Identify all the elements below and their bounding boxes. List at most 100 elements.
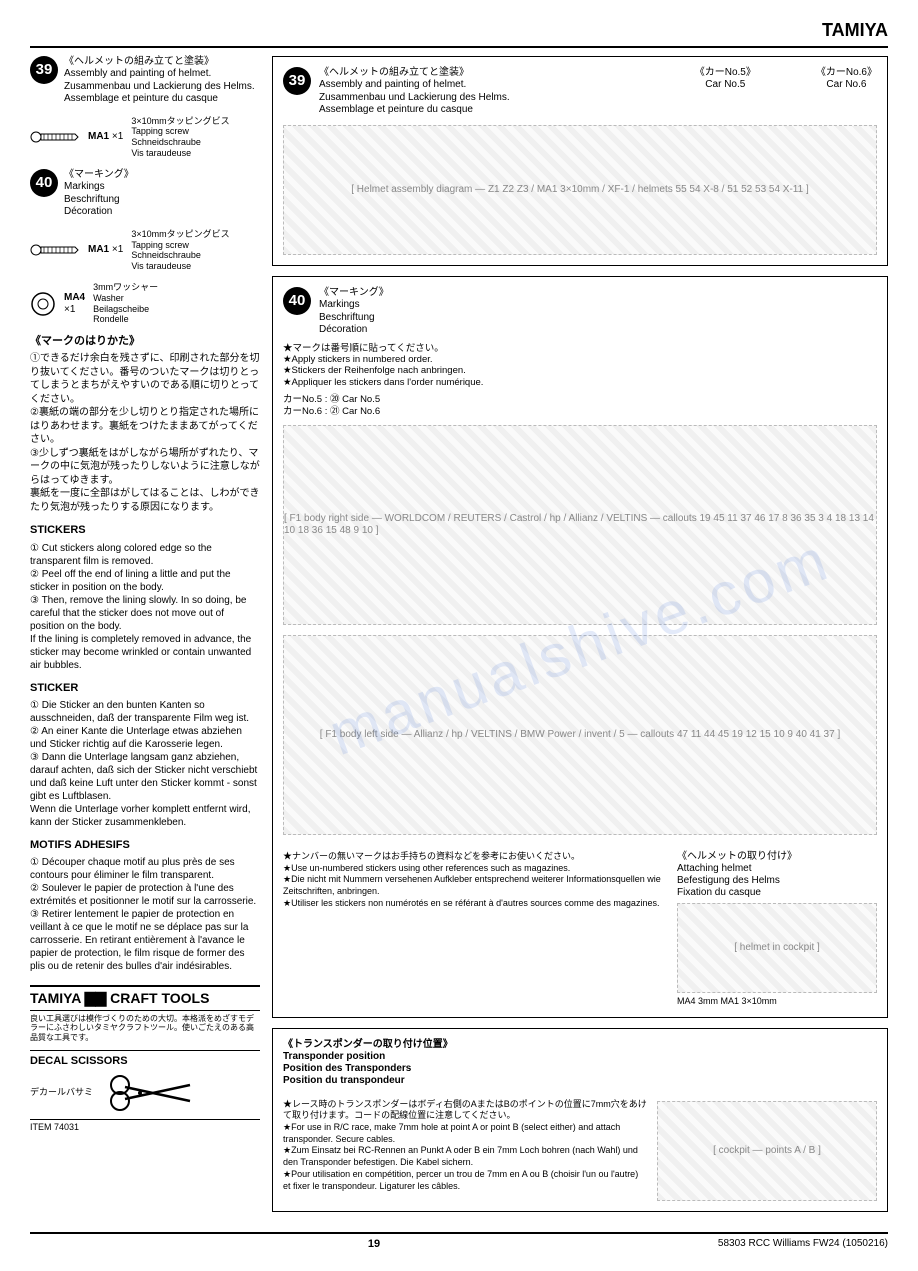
trans-de: Position des Transponders xyxy=(283,1063,877,1075)
ha-fr: Fixation du casque xyxy=(677,887,877,899)
step39-number: 39 xyxy=(30,56,58,84)
car5-jp: 《カーNo.5》 xyxy=(695,67,756,79)
tn-jp: ★レース時のトランスポンダーはボディ右側のAまたはBのポイントの位置に7mm穴を… xyxy=(283,1099,647,1122)
step40m-jp: 《マーキング》 xyxy=(64,169,134,182)
stickers-body: ① Cut stickers along colored edge so the… xyxy=(30,542,260,672)
screw2-code: MA1 xyxy=(88,244,109,255)
screw1-desc: 3×10mmタッピングビス Tapping screw Schneidschra… xyxy=(131,116,229,159)
page-number: 19 xyxy=(368,1238,380,1251)
product-code: 58303 RCC Williams FW24 (1050216) xyxy=(718,1238,888,1251)
box39: 39 《ヘルメットの組み立てと塗装》 Assembly and painting… xyxy=(272,56,888,266)
box40-header: 40 《マーキング》 Markings Beschriftung Décorat… xyxy=(283,287,877,337)
washer-qty: ×1 xyxy=(64,304,75,315)
sticker-heading: STICKER xyxy=(30,682,260,695)
car5-line: カーNo.5 : ⑳ Car No.5 xyxy=(283,394,877,405)
screw2-jp: 3×10mmタッピングビス xyxy=(131,229,229,240)
screw2-row: MA1 ×1 3×10mmタッピングビス Tapping screw Schne… xyxy=(30,229,260,272)
step39-title: 《ヘルメットの組み立てと塗装》 Assembly and painting of… xyxy=(64,56,255,106)
car6-jp: 《カーNo.6》 xyxy=(816,67,877,79)
right-column: 39 《ヘルメットの組み立てと塗装》 Assembly and painting… xyxy=(272,56,888,1222)
step40-mini-header: 40 《マーキング》 Markings Beschriftung Décorat… xyxy=(30,169,260,219)
craft-tools-header: TAMIYA ▇▇ CRAFT TOOLS xyxy=(30,985,260,1011)
fn-jp: ★ナンバーの無いマークはお手持ちの資料などを参考にお使いください。 xyxy=(283,851,665,863)
box40: manualshive.com 40 《マーキング》 Markings Besc… xyxy=(272,276,888,1018)
sticker-body: ① Die Sticker an den bunten Kanten so au… xyxy=(30,699,260,829)
scissors-icon xyxy=(105,1073,195,1113)
footer: 19 58303 RCC Williams FW24 (1050216) xyxy=(30,1232,888,1251)
screw1-code: MA1 xyxy=(88,131,109,142)
screw1-de: Schneidschraube xyxy=(131,137,229,148)
trans-notes: ★レース時のトランスポンダーはボディ右側のAまたはBのポイントの位置に7mm穴を… xyxy=(283,1099,647,1201)
screw2-fr: Vis taraudeuse xyxy=(131,261,229,272)
box40-title: 《マーキング》 Markings Beschriftung Décoration xyxy=(319,287,389,337)
screw-icon xyxy=(30,243,80,257)
scissors-row: デカールバサミ xyxy=(30,1073,260,1113)
washer-en: Washer xyxy=(93,293,158,304)
step39-jp: 《ヘルメットの組み立てと塗装》 xyxy=(64,56,255,69)
step39-de: Zusammenbau und Lackierung des Helms. xyxy=(64,81,255,94)
tn-en: ★For use in R/C race, make 7mm hole at p… xyxy=(283,1122,647,1145)
step40-mini-number: 40 xyxy=(30,169,58,197)
fn-de: ★Die nicht mit Nummern versehenen Aufkle… xyxy=(283,874,665,897)
body-diagram-top: [ F1 body right side — WORLDCOM / REUTER… xyxy=(283,425,877,625)
box40-en: Markings xyxy=(319,299,389,312)
tn-de: ★Zum Einsatz bei RC-Rennen an Punkt A od… xyxy=(283,1145,647,1168)
box40-fr: Décoration xyxy=(319,324,389,337)
screw2-en: Tapping screw xyxy=(131,240,229,251)
ha-jp: 《ヘルメットの取り付け》 xyxy=(677,851,877,863)
trans-fr: Position du transpondeur xyxy=(283,1075,877,1087)
screw1-fr: Vis taraudeuse xyxy=(131,148,229,159)
decal-scissors-heading: DECAL SCISSORS xyxy=(30,1050,260,1068)
box39-fr: Assemblage et peinture du casque xyxy=(319,104,510,117)
craft-tools-sub: 良い工具選びは模作づくりのための大切。本格派をめざすモデラーにふさわしいタミヤク… xyxy=(30,1014,260,1043)
car5-en: Car No.5 xyxy=(695,79,756,91)
step40m-en: Markings xyxy=(64,181,134,194)
b40-bde: ★Stickers der Reihenfolge nach anbringen… xyxy=(283,365,877,376)
step40m-fr: Décoration xyxy=(64,206,134,219)
washer-label: MA4 ×1 xyxy=(64,292,85,316)
item-code: ITEM 74031 xyxy=(30,1119,260,1133)
box40-footnote: ★ナンバーの無いマークはお手持ちの資料などを参考にお使いください。 ★Use u… xyxy=(283,851,665,909)
helmet-attach-block: 《ヘルメットの取り付け》 Attaching helmet Befestigun… xyxy=(677,845,877,1007)
ha-en: Attaching helmet xyxy=(677,863,877,875)
trans-jp: 《トランスポンダーの取り付け位置》 xyxy=(283,1039,877,1051)
screw2-desc: 3×10mmタッピングビス Tapping screw Schneidschra… xyxy=(131,229,229,272)
brand-header: TAMIYA xyxy=(30,20,888,48)
step40-mini-title: 《マーキング》 Markings Beschriftung Décoration xyxy=(64,169,134,219)
box40-number: 40 xyxy=(283,287,311,315)
car-labels: 《カーNo.5》 Car No.5 《カーNo.6》 Car No.6 xyxy=(695,67,877,91)
screw1-en: Tapping screw xyxy=(131,126,229,137)
helmet-attach-title: 《ヘルメットの取り付け》 Attaching helmet Befestigun… xyxy=(677,851,877,899)
screw2-de: Schneidschraube xyxy=(131,250,229,261)
washer-jp: 3mmワッシャー xyxy=(93,282,158,293)
transponder-box: 《トランスポンダーの取り付け位置》 Transponder position P… xyxy=(272,1028,888,1212)
washer-fr: Rondelle xyxy=(93,314,158,325)
b40-ben: ★Apply stickers in numbered order. xyxy=(283,354,877,365)
screw2-label: MA1 ×1 xyxy=(88,244,123,256)
jp-instr-heading: 《マークのはりかた》 xyxy=(30,335,260,348)
screw1-label: MA1 ×1 xyxy=(88,131,123,143)
left-column: 39 《ヘルメットの組み立てと塗装》 Assembly and painting… xyxy=(30,56,260,1222)
trans-en: Transponder position xyxy=(283,1051,877,1063)
car6-en: Car No.6 xyxy=(816,79,877,91)
box40-jp: 《マーキング》 xyxy=(319,287,389,300)
box39-de: Zusammenbau und Lackierung des Helms. xyxy=(319,92,510,105)
helmet-parts: MA4 3mm MA1 3×10mm xyxy=(677,996,877,1007)
helmet-diagram: [ Helmet assembly diagram — Z1 Z2 Z3 / M… xyxy=(283,125,877,255)
b40-bfr: ★Appliquer les stickers dans l'order num… xyxy=(283,377,877,388)
fn-fr: ★Utiliser les stickers non numérotés en … xyxy=(283,898,665,910)
washer-desc: 3mmワッシャー Washer Beilagscheibe Rondelle xyxy=(93,282,158,325)
ha-de: Befestigung des Helms xyxy=(677,875,877,887)
transponder-diagram: [ cockpit — points A / B ] xyxy=(657,1101,877,1201)
car-no-lines: カーNo.5 : ⑳ Car No.5 カーNo.6 : ㉑ Car No.6 xyxy=(283,394,877,417)
step39-en: Assembly and painting of helmet. xyxy=(64,68,255,81)
box40-de: Beschriftung xyxy=(319,312,389,325)
motifs-body: ① Découper chaque motif au plus près de … xyxy=(30,856,260,973)
jp-instructions: ①できるだけ余白を残さずに、印刷された部分を切り抜いてください。番号のついたマー… xyxy=(30,352,260,514)
body-diagram-bottom: [ F1 body left side — Allianz / hp / VEL… xyxy=(283,635,877,835)
washer-icon xyxy=(30,291,56,317)
fn-en: ★Use un-numbered stickers using other re… xyxy=(283,863,665,875)
b40-bjp: ★マークは番号順に貼ってください。 xyxy=(283,343,877,354)
box39-number: 39 xyxy=(283,67,311,95)
box39-title: 《ヘルメットの組み立てと塗装》 Assembly and painting of… xyxy=(319,67,510,117)
